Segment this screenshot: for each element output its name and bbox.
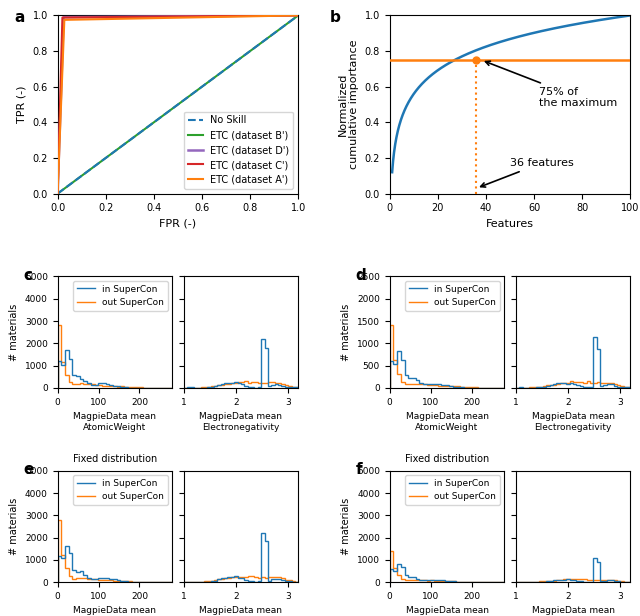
X-axis label: MagpieData mean
AtomicWeight: MagpieData mean AtomicWeight bbox=[406, 606, 488, 616]
ETC (dataset A') bbox=[294, 12, 302, 19]
Text: d: d bbox=[355, 267, 366, 283]
ETC (dataset B') bbox=[246, 47, 253, 55]
Line: ETC (dataset A'): ETC (dataset A') bbox=[58, 15, 298, 193]
Y-axis label: # materials: # materials bbox=[10, 304, 19, 361]
X-axis label: MagpieData mean
AtomicWeight: MagpieData mean AtomicWeight bbox=[74, 606, 156, 616]
Line: ETC (dataset B'): ETC (dataset B') bbox=[58, 15, 298, 193]
ETC (dataset D') bbox=[55, 145, 63, 152]
ETC (dataset D') bbox=[124, 13, 131, 20]
X-axis label: MagpieData mean
AtomicWeight: MagpieData mean AtomicWeight bbox=[406, 412, 488, 432]
X-axis label: MagpieData mean
AtomicWeight: MagpieData mean AtomicWeight bbox=[74, 412, 156, 432]
Line: ETC (dataset C'): ETC (dataset C') bbox=[58, 15, 298, 193]
Text: f: f bbox=[355, 462, 362, 477]
ETC (dataset D') bbox=[58, 63, 66, 70]
Text: e: e bbox=[23, 462, 33, 477]
ETC (dataset C') bbox=[54, 190, 61, 197]
Text: c: c bbox=[23, 267, 32, 283]
Y-axis label: TPR (-): TPR (-) bbox=[17, 86, 27, 123]
ETC (dataset D') bbox=[60, 14, 67, 21]
Y-axis label: # materials: # materials bbox=[10, 498, 19, 555]
X-axis label: MagpieData mean
Electronegativity: MagpieData mean Electronegativity bbox=[532, 412, 614, 432]
Text: 75% of
the maximum: 75% of the maximum bbox=[486, 61, 617, 108]
ETC (dataset D') bbox=[168, 13, 176, 20]
Text: a: a bbox=[14, 10, 25, 25]
ETC (dataset D') bbox=[294, 12, 302, 19]
ETC (dataset B') bbox=[151, 118, 159, 125]
Y-axis label: # materials: # materials bbox=[342, 498, 351, 555]
ETC (dataset C') bbox=[168, 13, 175, 20]
ETC (dataset A') bbox=[61, 16, 68, 23]
ETC (dataset B') bbox=[294, 12, 302, 19]
Legend: in SuperCon, out SuperCon: in SuperCon, out SuperCon bbox=[406, 476, 500, 505]
Legend: No Skill, ETC (dataset B'), ETC (dataset D'), ETC (dataset C'), ETC (dataset A'): No Skill, ETC (dataset B'), ETC (dataset… bbox=[184, 111, 293, 188]
ETC (dataset D') bbox=[81, 14, 89, 21]
ETC (dataset B') bbox=[241, 51, 249, 59]
Legend: in SuperCon, out SuperCon: in SuperCon, out SuperCon bbox=[406, 281, 500, 310]
ETC (dataset A') bbox=[54, 190, 61, 197]
Y-axis label: # materials: # materials bbox=[342, 304, 351, 361]
ETC (dataset A') bbox=[56, 145, 63, 153]
Y-axis label: Normalized
cumulative importance: Normalized cumulative importance bbox=[337, 40, 359, 169]
ETC (dataset D') bbox=[54, 190, 61, 197]
Title: Fixed distribution: Fixed distribution bbox=[405, 455, 489, 464]
Legend: in SuperCon, out SuperCon: in SuperCon, out SuperCon bbox=[74, 476, 168, 505]
Legend: in SuperCon, out SuperCon: in SuperCon, out SuperCon bbox=[74, 281, 168, 310]
X-axis label: MagpieData mean
Electronegativity: MagpieData mean Electronegativity bbox=[532, 606, 614, 616]
X-axis label: FPR (-): FPR (-) bbox=[159, 219, 196, 229]
ETC (dataset C') bbox=[55, 145, 63, 152]
ETC (dataset C') bbox=[59, 14, 67, 21]
ETC (dataset B') bbox=[219, 68, 227, 75]
X-axis label: MagpieData mean
Electronegativity: MagpieData mean Electronegativity bbox=[200, 606, 282, 616]
Title: Fixed distribution: Fixed distribution bbox=[73, 455, 157, 464]
X-axis label: Features: Features bbox=[486, 219, 534, 229]
ETC (dataset B') bbox=[160, 111, 168, 119]
ETC (dataset C') bbox=[123, 14, 131, 21]
ETC (dataset C') bbox=[57, 63, 65, 71]
ETC (dataset B') bbox=[54, 190, 61, 197]
ETC (dataset A') bbox=[124, 15, 132, 22]
ETC (dataset C') bbox=[80, 14, 88, 21]
Text: 36 features: 36 features bbox=[481, 158, 574, 187]
ETC (dataset A') bbox=[59, 65, 67, 73]
ETC (dataset C') bbox=[294, 12, 302, 19]
ETC (dataset A') bbox=[169, 14, 177, 22]
X-axis label: MagpieData mean
Electronegativity: MagpieData mean Electronegativity bbox=[200, 412, 282, 432]
ETC (dataset A') bbox=[82, 16, 90, 23]
Text: b: b bbox=[330, 10, 340, 25]
Line: ETC (dataset D'): ETC (dataset D') bbox=[58, 15, 298, 193]
ETC (dataset B') bbox=[78, 172, 86, 179]
